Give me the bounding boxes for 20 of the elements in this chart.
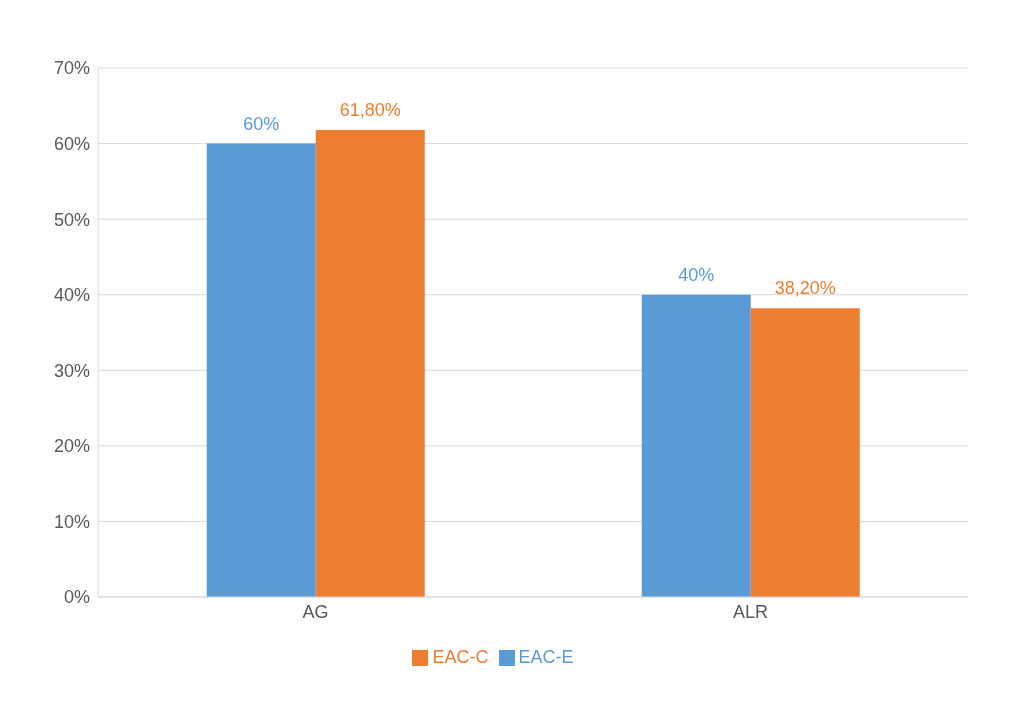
y-tick-label: 40% (53, 285, 90, 306)
bar (206, 143, 316, 597)
bar (750, 308, 860, 597)
y-tick-label: 50% (53, 209, 90, 230)
y-tick-label: 0% (63, 587, 90, 608)
legend-label: EAC-C (432, 647, 489, 667)
y-tick-label: 20% (53, 436, 90, 457)
y-tick-label: 10% (53, 511, 90, 532)
x-tick-label: AG (302, 601, 329, 622)
legend-label: EAC-E (518, 647, 574, 667)
data-label: 60% (243, 113, 280, 134)
bar (641, 294, 751, 597)
y-tick-label: 70% (53, 58, 90, 79)
x-tick-label: ALR (732, 601, 769, 622)
bar (315, 129, 425, 597)
y-tick-label: 60% (53, 133, 90, 154)
data-label: 38,20% (774, 278, 836, 299)
y-tick-label: 30% (53, 360, 90, 381)
data-label: 61,80% (339, 99, 401, 120)
data-label: 40% (678, 264, 715, 285)
